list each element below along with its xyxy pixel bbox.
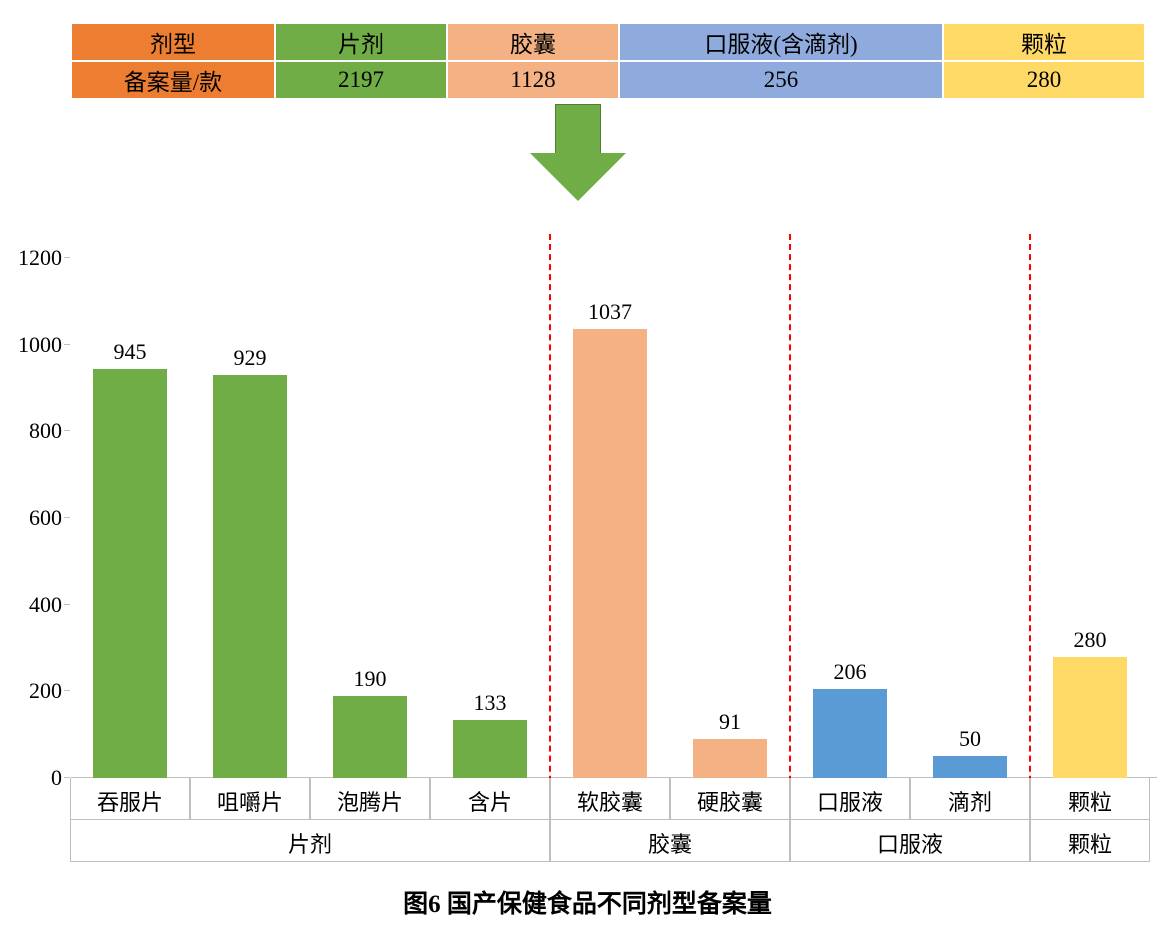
plot-area: 0200400600800100012009459291901331037912… bbox=[70, 258, 1155, 778]
category-label: 吞服片 bbox=[97, 785, 163, 817]
page: 剂型片剂胶囊口服液(含滴剂)颗粒备案量/款21971128256280 0200… bbox=[0, 0, 1175, 936]
arrow-head bbox=[530, 153, 626, 201]
bar-value-label: 91 bbox=[719, 709, 741, 739]
group-divider bbox=[789, 234, 791, 862]
bar-value-label: 280 bbox=[1074, 627, 1107, 657]
y-tick-label: 800 bbox=[29, 418, 70, 444]
bar-value-label: 50 bbox=[959, 726, 981, 756]
category-label: 咀嚼片 bbox=[217, 785, 283, 817]
header-col-value: 256 bbox=[619, 61, 943, 99]
bar: 50 bbox=[933, 756, 1007, 778]
bar-chart: 0200400600800100012009459291901331037912… bbox=[0, 258, 1160, 778]
y-tick-label: 1000 bbox=[18, 332, 70, 358]
down-arrow-icon bbox=[530, 104, 626, 201]
bar: 190 bbox=[333, 696, 407, 778]
group-divider bbox=[549, 234, 551, 862]
y-tick-label: 1200 bbox=[18, 245, 70, 271]
category-label: 滴剂 bbox=[948, 785, 992, 817]
bar-value-label: 945 bbox=[114, 339, 147, 369]
bar-value-label: 133 bbox=[474, 690, 507, 720]
bar: 929 bbox=[213, 375, 287, 778]
group-divider bbox=[1029, 234, 1031, 862]
header-col-label: 胶囊 bbox=[447, 23, 619, 61]
group-label: 颗粒 bbox=[1068, 827, 1112, 859]
bar: 280 bbox=[1053, 657, 1127, 778]
y-tick-label: 400 bbox=[29, 592, 70, 618]
figure-caption: 图6 国产保健食品不同剂型备案量 bbox=[0, 884, 1175, 920]
header-table: 剂型片剂胶囊口服液(含滴剂)颗粒备案量/款21971128256280 bbox=[70, 22, 1146, 100]
bar: 91 bbox=[693, 739, 767, 778]
group-label: 片剂 bbox=[288, 827, 332, 859]
category-label: 泡腾片 bbox=[337, 785, 403, 817]
group-label: 胶囊 bbox=[648, 827, 692, 859]
y-axis-line bbox=[70, 258, 71, 778]
bar-value-label: 190 bbox=[354, 666, 387, 696]
header-col-label: 片剂 bbox=[275, 23, 447, 61]
header-col-label: 颗粒 bbox=[943, 23, 1145, 61]
header-rowlabel: 备案量/款 bbox=[71, 61, 275, 99]
header-col-value: 1128 bbox=[447, 61, 619, 99]
bar-value-label: 206 bbox=[834, 659, 867, 689]
category-label: 颗粒 bbox=[1068, 785, 1112, 817]
bar: 1037 bbox=[573, 329, 647, 778]
category-label: 硬胶囊 bbox=[697, 785, 763, 817]
bar: 133 bbox=[453, 720, 527, 778]
category-label: 软胶囊 bbox=[577, 785, 643, 817]
category-label: 口服液 bbox=[817, 785, 883, 817]
bar: 206 bbox=[813, 689, 887, 778]
category-label: 含片 bbox=[468, 785, 512, 817]
header-col-value: 280 bbox=[943, 61, 1145, 99]
bar-value-label: 929 bbox=[234, 345, 267, 375]
bar-value-label: 1037 bbox=[588, 299, 632, 329]
header-rowlabel: 剂型 bbox=[71, 23, 275, 61]
y-tick-label: 600 bbox=[29, 505, 70, 531]
bar: 945 bbox=[93, 369, 167, 779]
group-axis-row: 片剂 胶囊 口服液 颗粒 bbox=[70, 820, 1155, 862]
group-label: 口服液 bbox=[877, 827, 943, 859]
y-tick-label: 200 bbox=[29, 678, 70, 704]
category-axis-row: 吞服片 咀嚼片 泡腾片 含片 软胶囊 硬胶囊 口服液 滴剂 颗粒 bbox=[70, 778, 1155, 820]
y-tick-label: 0 bbox=[51, 765, 70, 791]
header-col-label: 口服液(含滴剂) bbox=[619, 23, 943, 61]
header-col-value: 2197 bbox=[275, 61, 447, 99]
arrow-stem bbox=[555, 104, 601, 154]
